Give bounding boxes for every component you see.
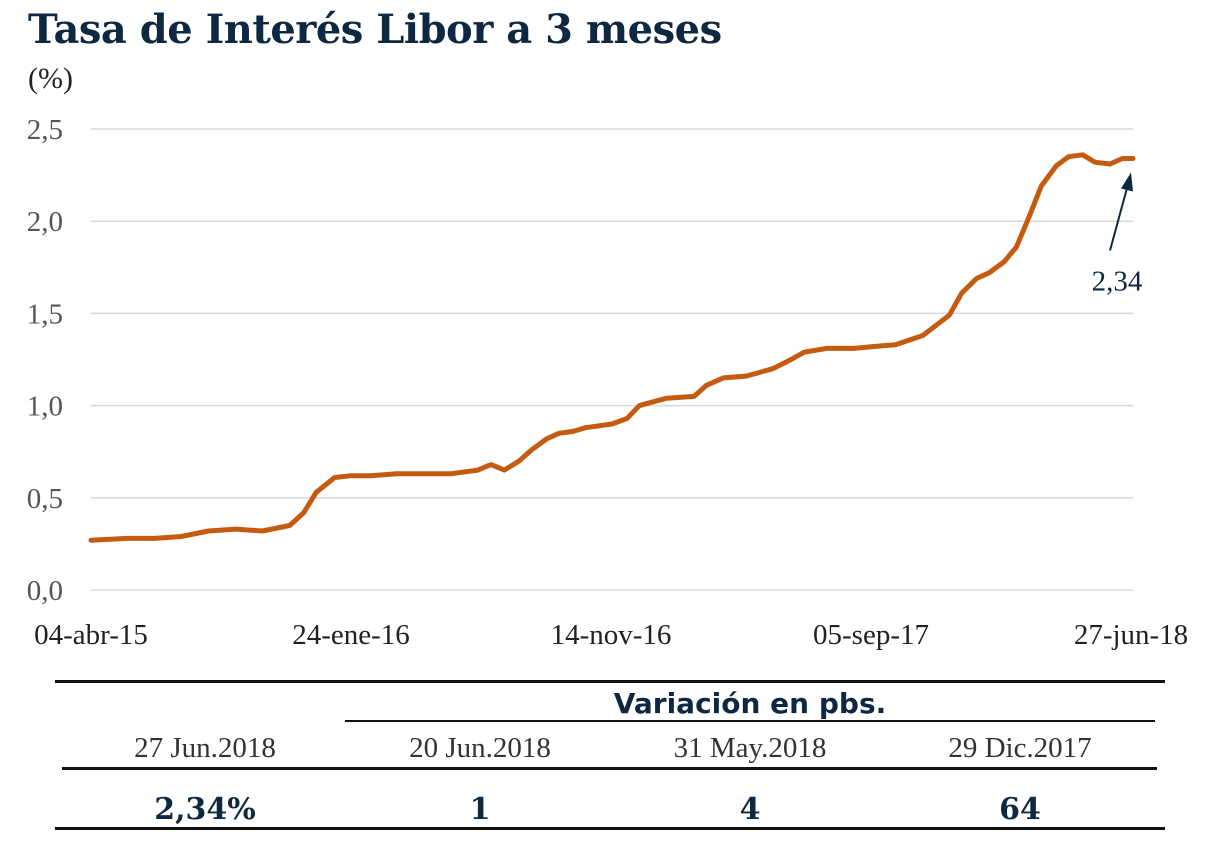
x-tick-label: 04-abr-15 <box>34 619 148 651</box>
y-tick-label: 0,5 <box>27 483 63 515</box>
x-tick-label: 24-ene-16 <box>292 619 410 651</box>
x-tick-label: 05-sep-17 <box>813 619 929 651</box>
annotation-last-value: 2,34 <box>1092 266 1143 298</box>
table-group-rule <box>345 720 1155 722</box>
table-col-header-2: 31 May.2018 <box>673 732 827 764</box>
table-top-rule <box>55 680 1165 683</box>
series-layer <box>88 152 1136 543</box>
table-group-header: Variación en pbs. <box>613 687 887 720</box>
table-col-header-0: 27 Jun.2018 <box>134 732 276 764</box>
y-axis-ticks: 0,0 0,5 1,0 1,5 2,0 2,5 <box>27 114 63 607</box>
y-tick-label: 2,5 <box>27 114 63 146</box>
series-line-libor-3m <box>88 152 1136 543</box>
y-axis-unit-label: (%) <box>28 62 73 95</box>
grid-lines <box>91 128 1133 591</box>
table-value-3: 64 <box>999 792 1041 827</box>
annotation-arrow-head <box>1121 172 1133 192</box>
y-tick-label: 0,0 <box>27 575 63 607</box>
x-tick-label: 27-jun-18 <box>1074 619 1188 651</box>
y-tick-label: 2,0 <box>27 206 63 238</box>
y-tick-label: 1,5 <box>27 298 63 330</box>
table-value-0: 2,34% <box>154 792 256 827</box>
table-col-header-3: 29 Dic.2017 <box>948 732 1092 764</box>
table-header-rule <box>62 767 1157 770</box>
table-col-header-1: 20 Jun.2018 <box>409 732 551 764</box>
line-chart: 0,0 0,5 1,0 1,5 2,0 2,5 04-abr-15 24-ene-16 14-… <box>27 114 1188 651</box>
x-tick-label: 14-nov-16 <box>551 619 672 651</box>
table-value-2: 4 <box>739 792 761 827</box>
annotation-arrow-shaft <box>1109 184 1129 251</box>
annotation-layer: 2,34 <box>1092 172 1143 298</box>
table-bottom-rule <box>55 827 1165 830</box>
y-tick-label: 1,0 <box>27 391 63 423</box>
chart-title: Tasa de Interés Libor a 3 meses <box>28 6 722 53</box>
table-value-1: 1 <box>469 792 491 827</box>
x-axis-ticks: 04-abr-15 24-ene-16 14-nov-16 05-sep-17 27-j… <box>34 619 1188 651</box>
